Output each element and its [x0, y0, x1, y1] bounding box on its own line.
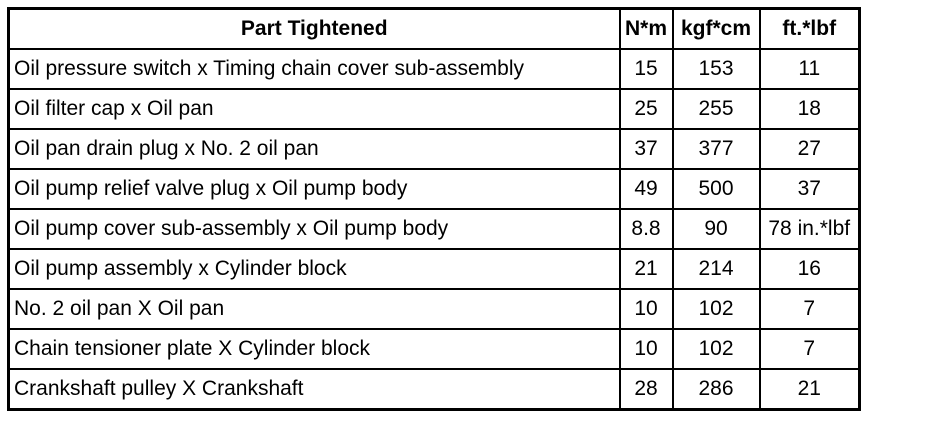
value-cell: 10 — [618, 288, 674, 330]
part-cell: Chain tensioner plate X Cylinder block — [7, 328, 621, 370]
part-cell: Oil filter cap x Oil pan — [7, 88, 621, 130]
value-cell: 11 — [758, 48, 861, 90]
table-row: Chain tensioner plate X Cylinder block 10… — [7, 328, 861, 370]
part-cell: Oil pump assembly x Cylinder block — [7, 248, 621, 290]
value-cell: 15 — [618, 48, 674, 90]
table-row: Oil pressure switch x Timing chain cover… — [7, 48, 861, 90]
table-row: Oil pump cover sub-assembly x Oil pump b… — [7, 208, 861, 250]
value-cell: 90 — [671, 208, 761, 250]
value-cell: 27 — [758, 128, 861, 170]
value-cell: 16 — [758, 248, 861, 290]
part-cell: No. 2 oil pan X Oil pan — [7, 288, 621, 330]
table-row: Oil pump assembly x Cylinder block 21 214 1… — [7, 248, 861, 290]
value-cell: 78 in.*lbf — [758, 208, 861, 250]
value-cell: 500 — [671, 168, 761, 210]
value-cell: 28 — [618, 368, 674, 411]
value-cell: 255 — [671, 88, 761, 130]
value-cell: 153 — [671, 48, 761, 90]
part-cell: Oil pressure switch x Timing chain cover… — [7, 48, 621, 90]
value-cell: 377 — [671, 128, 761, 170]
table-row: Oil pump relief valve plug x Oil pump bo… — [7, 168, 861, 210]
value-cell: 214 — [671, 248, 761, 290]
part-cell: Crankshaft pulley X Crankshaft — [7, 368, 621, 411]
header-row: Part Tightened N*m kgf*cm ft.*lbf — [7, 7, 861, 50]
table-row: Oil pan drain plug x No. 2 oil pan 37 377 2… — [7, 128, 861, 170]
value-cell: 102 — [671, 288, 761, 330]
torque-table: Part Tightened N*m kgf*cm ft.*lbf Oil press… — [7, 7, 861, 411]
header-cell: N*m — [618, 7, 674, 50]
value-cell: 21 — [758, 368, 861, 411]
value-cell: 21 — [618, 248, 674, 290]
table-body: Oil pressure switch x Timing chain cover… — [7, 48, 861, 411]
header-cell: kgf*cm — [671, 7, 761, 50]
value-cell: 49 — [618, 168, 674, 210]
table-row: No. 2 oil pan X Oil pan 10 102 7 — [7, 288, 861, 330]
value-cell: 18 — [758, 88, 861, 130]
table-row: Oil filter cap x Oil pan 25 255 18 — [7, 88, 861, 130]
part-cell: Oil pump relief valve plug x Oil pump bo… — [7, 168, 621, 210]
value-cell: 25 — [618, 88, 674, 130]
value-cell: 7 — [758, 288, 861, 330]
value-cell: 7 — [758, 328, 861, 370]
part-cell: Oil pump cover sub-assembly x Oil pump b… — [7, 208, 621, 250]
value-cell: 102 — [671, 328, 761, 370]
header-cell: Part Tightened — [7, 7, 621, 50]
value-cell: 10 — [618, 328, 674, 370]
value-cell: 8.8 — [618, 208, 674, 250]
value-cell: 286 — [671, 368, 761, 411]
header-cell: ft.*lbf — [758, 7, 861, 50]
table-row: Crankshaft pulley X Crankshaft 28 286 21 — [7, 368, 861, 411]
value-cell: 37 — [618, 128, 674, 170]
value-cell: 37 — [758, 168, 861, 210]
part-cell: Oil pan drain plug x No. 2 oil pan — [7, 128, 621, 170]
